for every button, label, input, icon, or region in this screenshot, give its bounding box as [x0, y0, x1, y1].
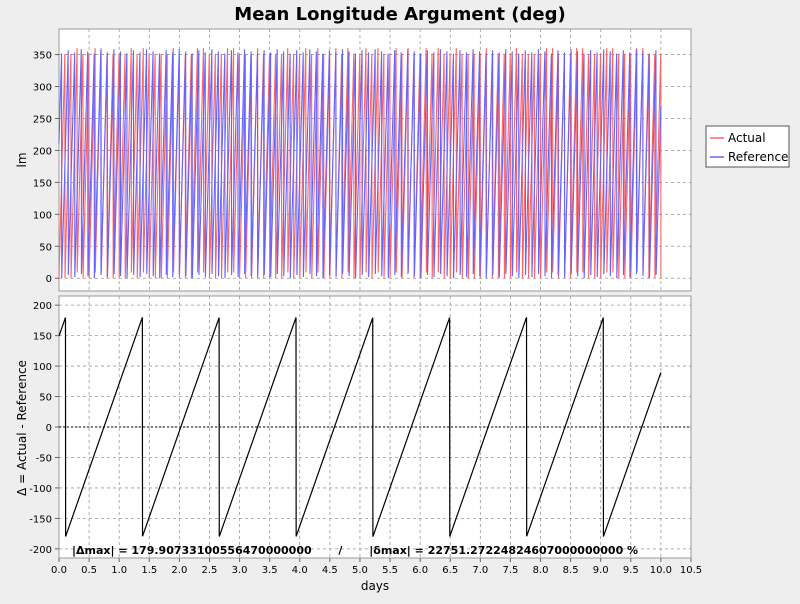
x-tick-label: 2.5 [202, 565, 218, 576]
y-tick-label: 100 [33, 362, 52, 373]
x-tick-label: 0.5 [81, 565, 97, 576]
x-tick-label: 4.0 [292, 565, 308, 576]
x-tick-label: 7.5 [502, 565, 518, 576]
y-tick-label: 100 [33, 210, 52, 221]
x-tick-label: 8.5 [563, 565, 579, 576]
y-tick-label: 50 [39, 242, 52, 253]
x-tick-label: 0.0 [51, 565, 67, 576]
x-tick-label: 2.0 [171, 565, 187, 576]
x-tick-label: 10.0 [650, 565, 672, 576]
top-y-axis-label: lm [15, 152, 29, 167]
y-tick-label: 200 [33, 146, 52, 157]
series-line-delta [58, 317, 662, 537]
x-tick-label: 5.0 [352, 565, 368, 576]
y-tick-label: 0 [46, 274, 52, 285]
y-tick-label: 250 [33, 114, 52, 125]
x-tick-label: 7.0 [472, 565, 488, 576]
x-tick-label: 3.0 [232, 565, 248, 576]
bottom-y-axis-label: Δ = Actual - Reference [15, 360, 29, 496]
chart-title: Mean Longitude Argument (deg) [234, 4, 565, 25]
x-tick-label: 9.0 [593, 565, 609, 576]
series-line-reference [58, 49, 662, 279]
y-tick-label: -200 [29, 545, 52, 556]
y-tick-label: -150 [29, 514, 52, 525]
legend-label-actual: Actual [728, 131, 766, 145]
x-tick-label: 3.5 [262, 565, 278, 576]
x-tick-label: 10.5 [680, 565, 702, 576]
top-series [58, 48, 662, 279]
x-tick-label: 1.0 [111, 565, 127, 576]
y-tick-label: 300 [33, 83, 52, 94]
x-tick-label: 6.0 [412, 565, 428, 576]
x-tick-label: 9.5 [623, 565, 639, 576]
top-y-ticks: 0 50 100 150 200 250 300 350 [33, 51, 59, 285]
bottom-grid [59, 296, 691, 558]
legend-label-reference: Reference [728, 150, 788, 164]
x-tick-label: 5.5 [382, 565, 398, 576]
y-tick-label: 200 [33, 301, 52, 312]
delta-annotation: |Δmax| = 179.90733100556470000000 / |δma… [72, 544, 638, 557]
y-tick-label: -100 [29, 484, 52, 495]
x-tick-label: 8.0 [533, 565, 549, 576]
y-tick-label: -50 [36, 453, 52, 464]
x-tick-label: 1.5 [141, 565, 157, 576]
y-tick-label: 350 [33, 51, 52, 62]
y-tick-label: 50 [39, 393, 52, 404]
bottom-y-ticks: 200 150 100 50 0 -50 -100 -150 -200 [29, 301, 59, 556]
x-tick-label: 4.5 [322, 565, 338, 576]
legend: Actual Reference [705, 125, 790, 168]
y-tick-label: 150 [33, 332, 52, 343]
y-tick-label: 0 [46, 423, 52, 434]
x-ticks: 0.0 0.5 1.0 1.5 2.0 2.5 3.0 3.5 4.0 4.5 5.0 5.5 6.0 6… [51, 558, 702, 576]
x-axis-label: days [361, 579, 389, 593]
y-tick-label: 150 [33, 178, 52, 189]
x-tick-label: 6.5 [442, 565, 458, 576]
bottom-series [58, 317, 691, 537]
